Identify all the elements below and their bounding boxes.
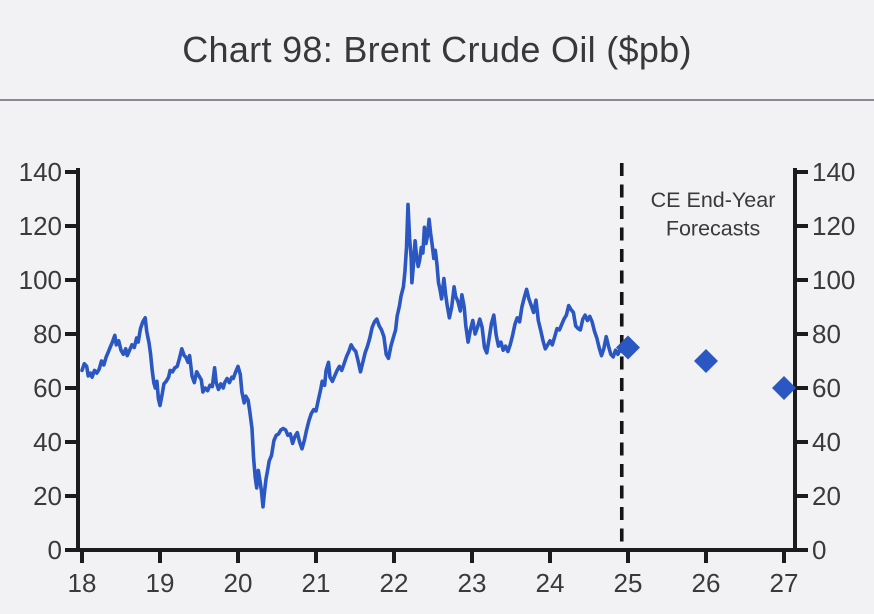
x-tick-label: 18 <box>68 568 97 598</box>
y-tick-label-right: 40 <box>812 427 841 457</box>
x-tick-label: 26 <box>692 568 721 598</box>
x-tick-label: 22 <box>380 568 409 598</box>
y-tick-label-right: 20 <box>812 481 841 511</box>
x-tick-label: 21 <box>302 568 331 598</box>
x-tick-label: 27 <box>770 568 799 598</box>
y-tick-label-right: 100 <box>812 265 855 295</box>
x-tick-label: 20 <box>224 568 253 598</box>
y-tick-label-right: 80 <box>812 319 841 349</box>
y-tick-label-left: 40 <box>33 427 62 457</box>
y-tick-label-right: 140 <box>812 157 855 187</box>
x-tick-label: 23 <box>458 568 487 598</box>
y-tick-label-left: 20 <box>33 481 62 511</box>
y-tick-label-right: 60 <box>812 373 841 403</box>
y-tick-label-right: 0 <box>812 535 826 565</box>
chart-title: Chart 98: Brent Crude Oil ($pb) <box>0 0 874 101</box>
y-tick-label-left: 120 <box>19 211 62 241</box>
x-tick-label: 24 <box>536 568 565 598</box>
forecast-annotation-line: Forecasts <box>666 216 760 240</box>
forecast-diamond <box>772 376 796 400</box>
x-tick-label: 19 <box>146 568 175 598</box>
y-tick-label-left: 140 <box>19 157 62 187</box>
y-tick-label-left: 60 <box>33 373 62 403</box>
y-tick-label-left: 80 <box>33 319 62 349</box>
forecast-diamond <box>616 335 640 360</box>
forecast-annotation-line: CE End-Year <box>651 188 776 212</box>
forecast-diamond <box>694 349 718 373</box>
y-tick-label-left: 100 <box>19 265 62 295</box>
y-tick-label-right: 120 <box>812 211 855 241</box>
brent-price-line <box>80 202 624 509</box>
brent-crude-chart: 0 0 20 20 40 40 60 60 80 80 100 100 120 120 140 140 18 19… <box>19 157 856 598</box>
x-tick-label: 25 <box>614 568 643 598</box>
y-tick-label-left: 0 <box>48 535 62 565</box>
